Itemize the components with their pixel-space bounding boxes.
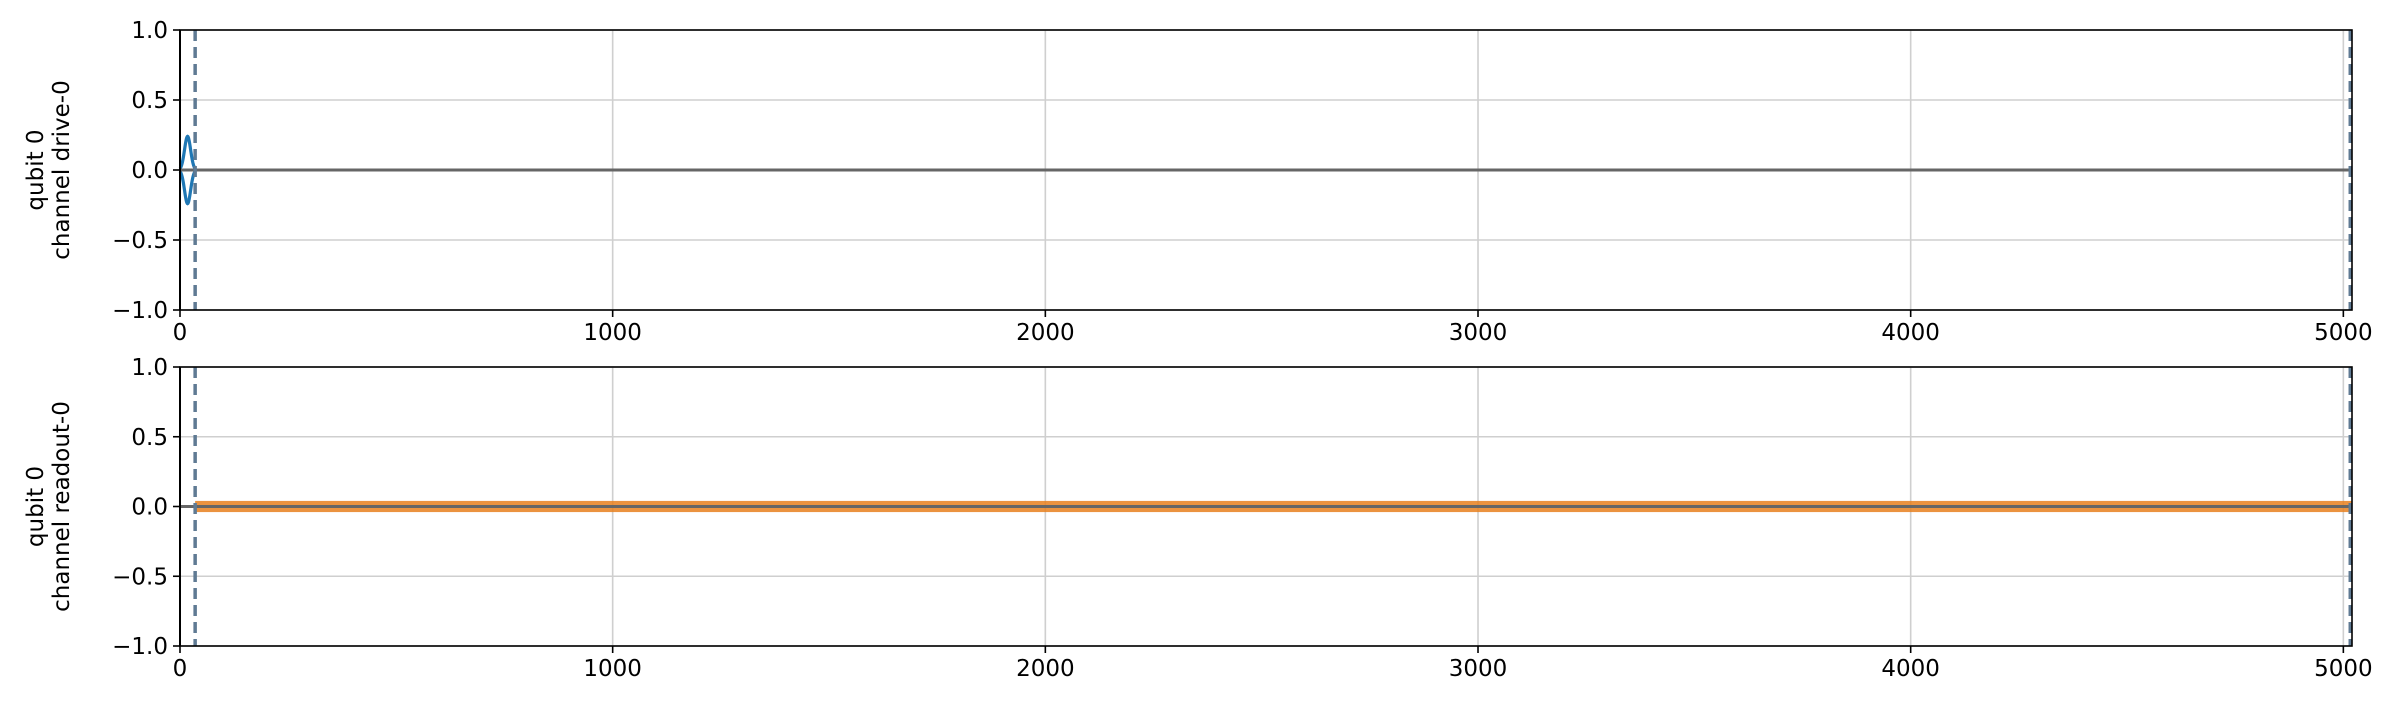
y-axis-label: qubit 0channel drive-0 bbox=[23, 80, 75, 259]
drive-channel-panel: 0 1000 2000 3000 4000 5000 −1.0 −0.5 0.0 0.5 1.0 qu… bbox=[23, 18, 2373, 346]
y-axis-label-line: channel readout-0 bbox=[49, 401, 75, 612]
y-tick-label: 0.5 bbox=[131, 425, 168, 451]
y-tick-label: 1.0 bbox=[131, 18, 168, 44]
y-axis-label: qubit 0channel readout-0 bbox=[23, 401, 75, 612]
x-tick-label: 1000 bbox=[583, 656, 642, 682]
y-tick-label: −1.0 bbox=[112, 298, 168, 324]
y-tick-label: 1.0 bbox=[131, 355, 168, 381]
y-tick-label: −1.0 bbox=[112, 634, 168, 660]
x-tick-label: 0 bbox=[173, 656, 188, 682]
x-tick-label: 5000 bbox=[2314, 656, 2373, 682]
x-tick-label: 4000 bbox=[1881, 320, 1940, 346]
x-tick-label: 2000 bbox=[1016, 320, 1075, 346]
drive-pulse-line bbox=[178, 170, 197, 206]
y-tick-label: −0.5 bbox=[112, 228, 168, 254]
drive-pulse-line bbox=[178, 134, 197, 170]
x-tick-label: 1000 bbox=[583, 320, 642, 346]
x-tick-label: 3000 bbox=[1449, 656, 1508, 682]
y-axis-label-line: qubit 0 bbox=[23, 466, 49, 547]
readout-channel-panel: 0 1000 2000 3000 4000 5000 −1.0 −0.5 0.0 0.5 1.0 qu… bbox=[23, 355, 2373, 682]
x-tick-label: 3000 bbox=[1449, 320, 1508, 346]
y-tick-label: 0.0 bbox=[131, 158, 168, 184]
y-axis-label-line: channel drive-0 bbox=[49, 80, 75, 259]
x-tick-label: 2000 bbox=[1016, 656, 1075, 682]
x-tick-label: 5000 bbox=[2314, 320, 2373, 346]
y-tick-label: 0.5 bbox=[131, 88, 168, 114]
y-tick-label: −0.5 bbox=[112, 564, 168, 590]
x-tick-label: 4000 bbox=[1881, 656, 1940, 682]
y-axis-label-line: qubit 0 bbox=[23, 129, 49, 210]
y-tick-label: 0.0 bbox=[131, 495, 168, 521]
x-tick-label: 0 bbox=[173, 320, 188, 346]
